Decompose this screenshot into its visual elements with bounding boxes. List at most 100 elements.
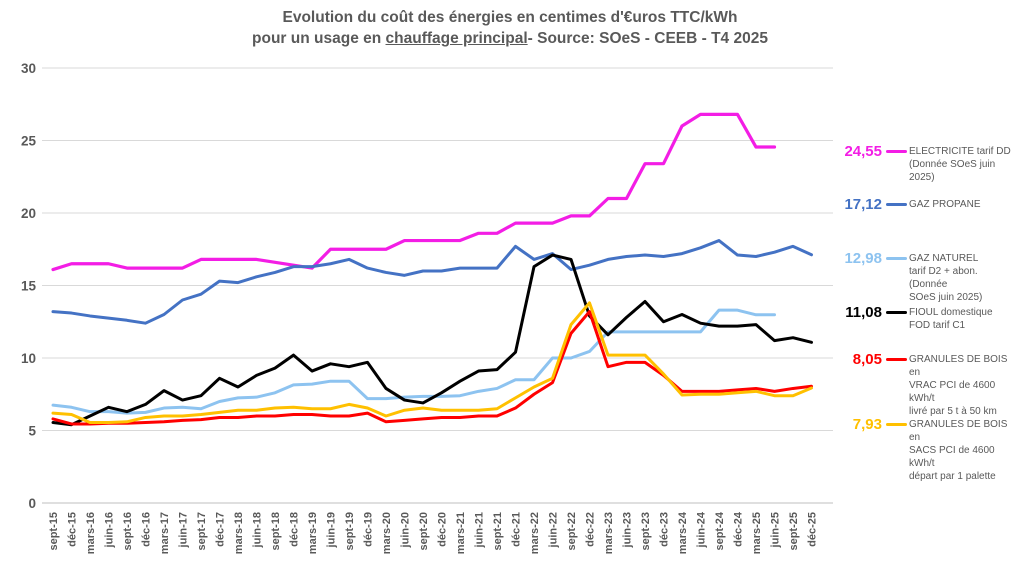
legend-entry-gaz-propane: 17,12 GAZ PROPANE [830, 197, 1018, 212]
x-axis-tick-label: déc-25 [807, 512, 819, 547]
x-axis-tick-label: sept-24 [714, 511, 726, 550]
series-line-0 [51, 112, 777, 272]
legend-label-line: ELECTRICITE tarif DD [909, 146, 1011, 157]
chart-title: Evolution du coût des énergies en centim… [0, 7, 1020, 49]
legend-label: ELECTRICITE tarif DD (Donnée SOeS juin 2… [909, 144, 1018, 184]
x-axis-tick-label: juin-22 [548, 512, 560, 548]
chart-title-line1: Evolution du coût des énergies en centim… [282, 9, 738, 26]
x-axis-tick-label: déc-22 [585, 512, 597, 547]
series-line-4 [51, 310, 813, 426]
legend-swatch [886, 423, 907, 426]
legend-label-line: FIOUL domestique [909, 307, 993, 318]
chart-title-line2-prefix: pour un usage en [252, 30, 386, 47]
legend-swatch [886, 257, 907, 260]
x-axis-tick-label: mars-23 [603, 512, 615, 554]
x-axis-tick-label: mars-25 [751, 512, 763, 554]
legend-entry-granules-vrac: 8,05 GRANULES DE BOIS en VRAC PCI de 460… [830, 352, 1018, 418]
legend-label-line: tarif D2 + abon. (Donnée [909, 266, 978, 290]
x-axis-tick-label: déc-24 [733, 511, 745, 547]
legend-value: 12,98 [844, 250, 882, 267]
legend-value: 11,08 [845, 304, 882, 321]
legend-entry-granules-sacs: 7,93 GRANULES DE BOIS en SACS PCI de 460… [830, 417, 1018, 483]
legend-label-line: GAZ NATUREL [909, 253, 979, 264]
x-axis-tick-label: déc-23 [659, 512, 671, 547]
x-axis-tick-label: mars-16 [85, 512, 97, 554]
x-axis-tick-label: sept-21 [492, 512, 504, 551]
legend-value: 24,55 [844, 143, 882, 160]
legend-label: GRANULES DE BOIS en SACS PCI de 4600 kWh… [909, 417, 1018, 483]
x-axis-tick-label: mars-19 [307, 512, 319, 554]
x-axis-tick-label: juin-23 [622, 512, 634, 548]
y-axis-tick-label: 30 [21, 61, 36, 76]
y-axis-tick-label: 15 [21, 279, 37, 294]
legend-label: GRANULES DE BOIS en VRAC PCI de 4600 kWh… [909, 352, 1018, 418]
series-line-1 [51, 239, 813, 325]
legend-label: FIOUL domestique FOD tarif C1 [909, 305, 1018, 332]
x-axis-tick-label: sept-22 [566, 512, 578, 551]
x-axis-tick-label: mars-21 [455, 512, 467, 554]
legend-value: 7,93 [852, 416, 882, 433]
legend-swatch [886, 203, 907, 206]
x-axis-tick-label: juin-24 [696, 511, 708, 548]
series-line-5 [51, 301, 813, 425]
legend-entry-electricite: 24,55 ELECTRICITE tarif DD (Donnée SOeS … [830, 144, 1018, 184]
x-axis-tick-label: mars-22 [529, 512, 541, 554]
x-axis-tick-label: juin-20 [400, 512, 412, 548]
x-axis-tick-label: mars-24 [677, 511, 689, 554]
chart-title-line2: pour un usage en chauffage principal- So… [0, 28, 1020, 49]
x-axis-tick-label: juin-17 [178, 512, 190, 548]
x-axis-tick-label: juin-16 [104, 512, 116, 548]
chart-title-line2-underlined: chauffage principal [385, 30, 528, 47]
legend-swatch [886, 150, 907, 153]
legend-label-line: VRAC PCI de 4600 kWh/t [909, 380, 996, 404]
x-axis-tick-label: sept-25 [788, 512, 800, 551]
x-axis-tick-label: déc-17 [215, 512, 227, 547]
x-axis-tick-label: sept-18 [270, 512, 282, 551]
y-axis-tick-label: 10 [21, 351, 36, 366]
legend-label: GAZ PROPANE [909, 197, 1018, 211]
x-axis-tick-label: déc-20 [437, 512, 449, 547]
x-axis-tick-label: mars-17 [159, 512, 171, 554]
legend-label-line: GRANULES DE BOIS en [909, 354, 1008, 378]
x-axis-tick-label: juin-21 [474, 512, 486, 548]
legend-label-line: GAZ PROPANE [909, 199, 981, 210]
y-axis-tick-label: 0 [28, 496, 36, 511]
legend-entry-fioul: 11,08 FIOUL domestique FOD tarif C1 [830, 305, 1018, 332]
y-axis-tick-label: 25 [21, 134, 37, 149]
x-axis-tick-label: déc-18 [289, 512, 301, 547]
legend-label-line: (Donnée SOeS juin 2025) [909, 159, 996, 183]
legend-label-line: GRANULES DE BOIS en [909, 419, 1008, 443]
x-axis-tick-label: mars-18 [233, 512, 245, 554]
series-line-3 [51, 253, 813, 427]
x-axis-tick-label: déc-15 [67, 512, 79, 547]
x-axis-tick-label: sept-17 [196, 512, 208, 551]
legend-label-line: livré par 5 t à 50 km [909, 406, 997, 417]
legend-label-line: SOeS juin 2025) [909, 292, 983, 303]
x-axis-tick-label: déc-21 [511, 512, 523, 547]
legend-label: GAZ NATUREL tarif D2 + abon. (Donnée SOe… [909, 251, 1018, 304]
legend-value: 17,12 [844, 196, 882, 213]
x-axis-tick-label: sept-23 [640, 512, 652, 551]
y-axis-tick-label: 5 [28, 424, 36, 439]
legend-entry-gaz-naturel: 12,98 GAZ NATUREL tarif D2 + abon. (Donn… [830, 251, 1018, 304]
legend-label-line: SACS PCI de 4600 kWh/t [909, 445, 995, 469]
x-axis-tick-label: juin-18 [252, 512, 264, 548]
x-axis-tick-label: sept-19 [344, 512, 356, 551]
x-axis-tick-label: juin-25 [770, 512, 782, 548]
legend-value: 8,05 [852, 351, 882, 368]
x-axis-tick-label: sept-20 [418, 512, 430, 551]
series-line-2 [51, 308, 776, 415]
chart-title-line2-suffix: - Source: SOeS - CEEB - T4 2025 [527, 30, 768, 47]
legend-swatch [886, 358, 907, 361]
x-axis-tick-label: juin-19 [326, 512, 338, 548]
x-axis-tick-label: déc-19 [363, 512, 375, 547]
legend-label-line: FOD tarif C1 [909, 320, 966, 331]
x-axis-tick-label: mars-20 [381, 512, 393, 554]
legend-swatch [886, 311, 907, 314]
x-axis-tick-label: sept-15 [48, 512, 60, 551]
x-axis-tick-label: sept-16 [122, 512, 134, 551]
x-axis-tick-label: déc-16 [141, 512, 153, 547]
legend-label-line: départ par 1 palette [909, 471, 996, 482]
